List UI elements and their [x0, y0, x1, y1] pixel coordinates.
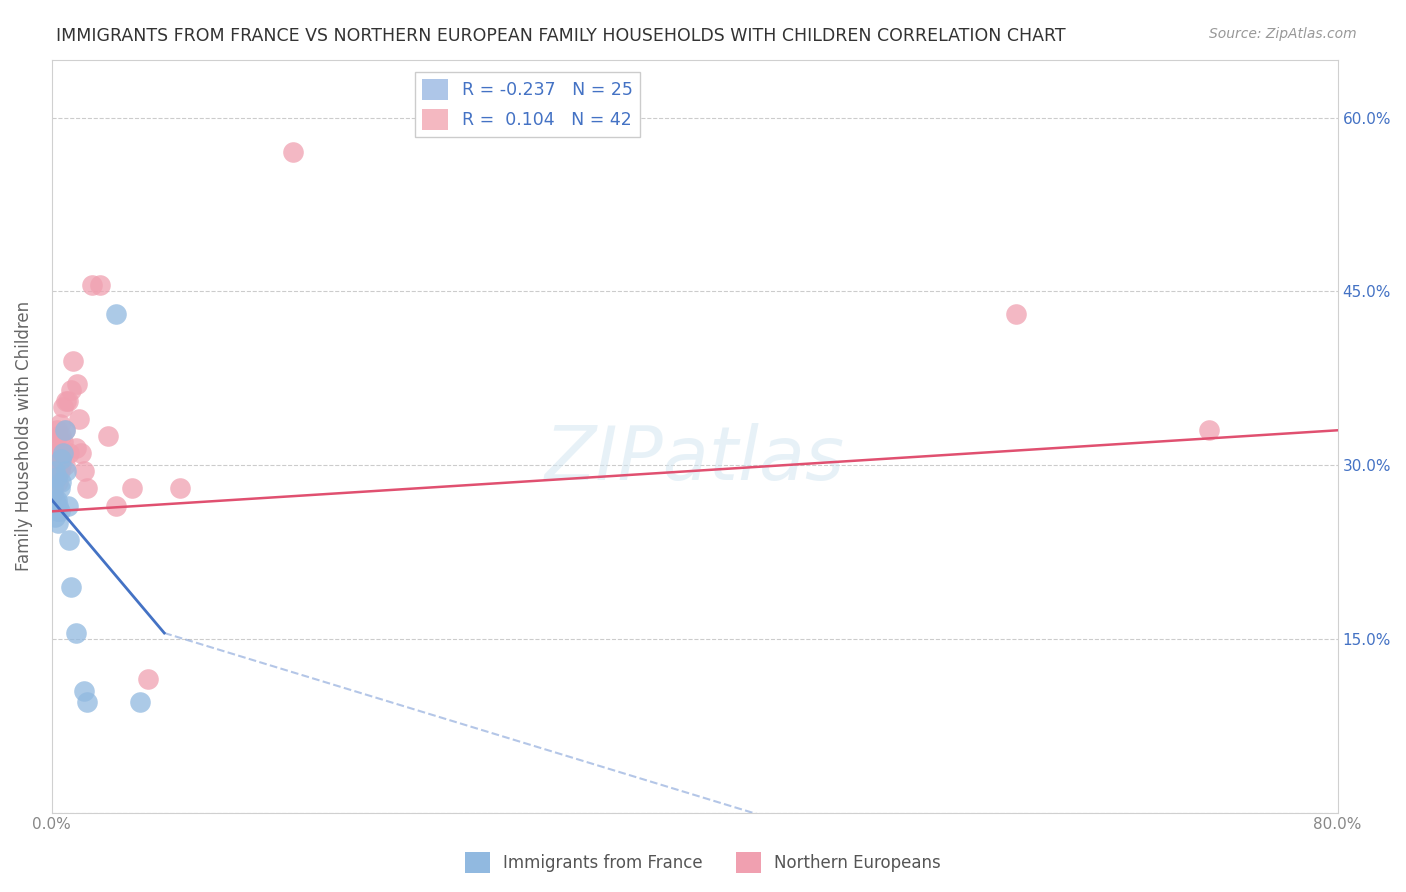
Point — [60, 383, 83, 397]
Point — [52, 434, 75, 449]
Point — [136, 673, 159, 687]
Point — [67, 411, 90, 425]
Point — [46, 475, 69, 490]
Point — [51, 458, 73, 472]
Point — [46, 499, 69, 513]
Point — [49, 417, 72, 432]
Point — [45, 469, 67, 483]
Point — [105, 308, 128, 322]
Point — [281, 145, 304, 160]
Point — [55, 464, 77, 478]
Point — [45, 492, 67, 507]
Point — [66, 376, 89, 391]
Legend: R = -0.237   N = 25, R =  0.104   N = 42: R = -0.237 N = 25, R = 0.104 N = 42 — [415, 72, 640, 137]
Point — [44, 464, 66, 478]
Point — [55, 394, 77, 409]
Point — [53, 423, 76, 437]
Point — [49, 504, 72, 518]
Point — [42, 469, 65, 483]
Point — [73, 464, 96, 478]
Point — [52, 446, 75, 460]
Point — [65, 441, 87, 455]
Legend: Immigrants from France, Northern Europeans: Immigrants from France, Northern Europea… — [458, 846, 948, 880]
Point — [56, 394, 79, 409]
Point — [42, 481, 65, 495]
Point — [58, 446, 80, 460]
Point — [60, 580, 83, 594]
Point — [44, 510, 66, 524]
Point — [44, 492, 66, 507]
Point — [53, 458, 76, 472]
Point — [65, 626, 87, 640]
Point — [49, 464, 72, 478]
Y-axis label: Family Households with Children: Family Households with Children — [15, 301, 32, 571]
Point — [73, 684, 96, 698]
Point — [69, 446, 91, 460]
Point — [52, 400, 75, 414]
Point — [44, 452, 66, 467]
Point — [56, 499, 79, 513]
Point — [53, 423, 76, 437]
Point — [76, 481, 98, 495]
Point — [80, 278, 103, 293]
Point — [76, 696, 98, 710]
Point — [49, 481, 72, 495]
Point — [45, 423, 67, 437]
Point — [42, 487, 65, 501]
Point — [62, 353, 84, 368]
Text: Source: ZipAtlas.com: Source: ZipAtlas.com — [1209, 27, 1357, 41]
Point — [51, 475, 73, 490]
Point — [105, 499, 128, 513]
Text: ZIPatlas: ZIPatlas — [544, 423, 845, 495]
Point — [44, 434, 66, 449]
Point — [44, 475, 66, 490]
Point — [49, 446, 72, 460]
Point — [129, 696, 152, 710]
Point — [121, 481, 143, 495]
Point — [51, 452, 73, 467]
Point — [42, 499, 65, 513]
Point — [169, 481, 191, 495]
Point — [45, 464, 67, 478]
Point — [97, 429, 120, 443]
Point — [51, 429, 73, 443]
Point — [46, 516, 69, 530]
Point — [46, 458, 69, 472]
Point — [46, 429, 69, 443]
Point — [58, 533, 80, 548]
Text: IMMIGRANTS FROM FRANCE VS NORTHERN EUROPEAN FAMILY HOUSEHOLDS WITH CHILDREN CORR: IMMIGRANTS FROM FRANCE VS NORTHERN EUROP… — [56, 27, 1066, 45]
Point — [45, 504, 67, 518]
Point — [89, 278, 111, 293]
Point — [42, 452, 65, 467]
Point — [1005, 308, 1028, 322]
Point — [1198, 423, 1220, 437]
Point — [45, 446, 67, 460]
